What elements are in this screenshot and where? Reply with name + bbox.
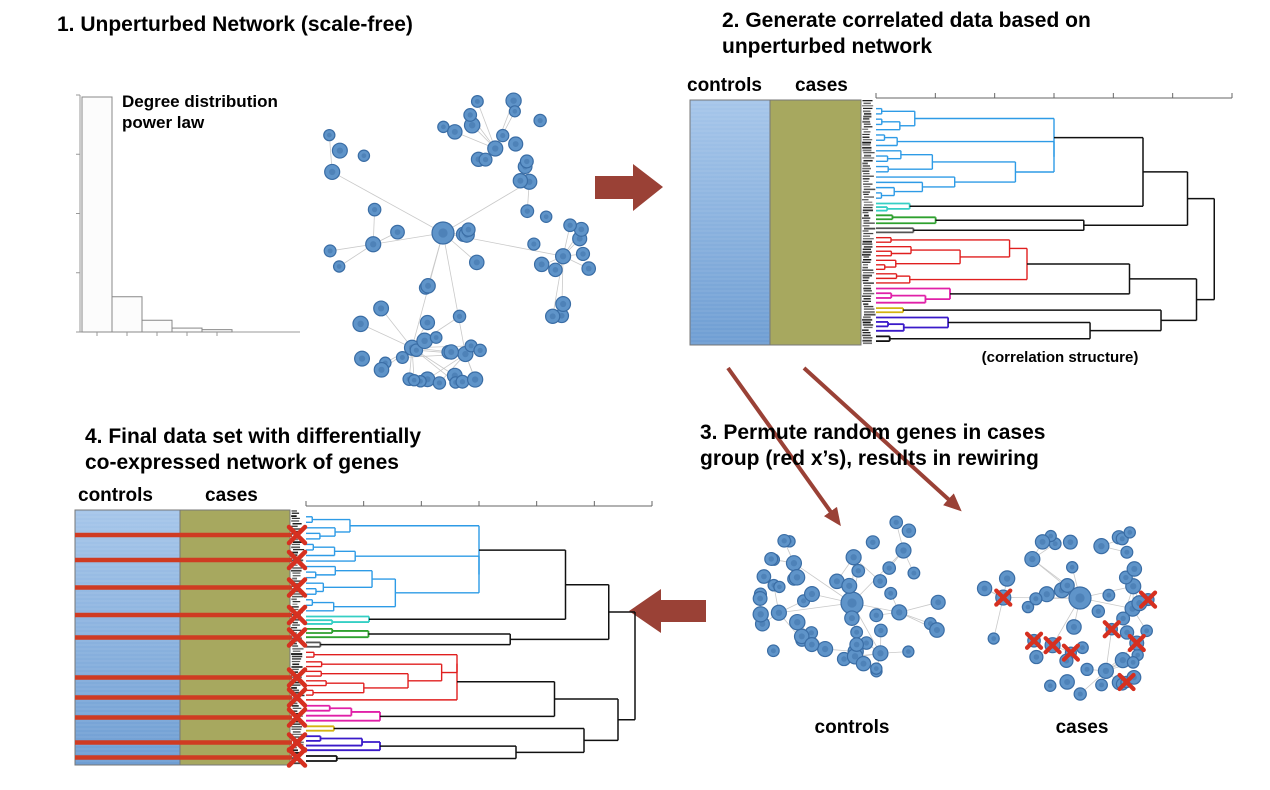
step2-title: 2. Generate correlated data based on unp… [722, 9, 1091, 58]
permuted-gene-lines [75, 524, 308, 768]
step2-caption: (correlation structure) [981, 349, 1139, 366]
correlation-dendrogram-step2 [875, 93, 1233, 343]
row-labels-step2 [862, 100, 876, 345]
arrow-step1-to-step2 [595, 164, 663, 211]
controls-network-graph [752, 515, 946, 678]
step2-controls-label: controls [687, 75, 762, 96]
step2-cases-label: cases [795, 75, 848, 96]
cases-network-graph [976, 526, 1158, 701]
step3-controls-label: controls [814, 717, 890, 738]
step3-title: 3. Permute random genes in cases group (… [700, 421, 1046, 470]
degree-histogram [76, 94, 300, 336]
step4-controls-label: controls [78, 485, 153, 506]
arrow-step3-to-step4 [629, 589, 706, 633]
step1-histogram-label: Degree distribution power law [122, 92, 278, 132]
unperturbed-network-graph [323, 92, 597, 390]
step3-cases-label: cases [1055, 717, 1109, 738]
arrows-step2-to-step3 [726, 366, 962, 527]
heatmap-step2 [689, 99, 862, 346]
correlation-dendrogram-step4 [305, 501, 653, 762]
step1-title: 1. Unperturbed Network (scale-free) [57, 13, 413, 36]
step4-title: 4. Final data set with differentially co… [85, 425, 422, 474]
step4-cases-label: cases [205, 485, 258, 506]
